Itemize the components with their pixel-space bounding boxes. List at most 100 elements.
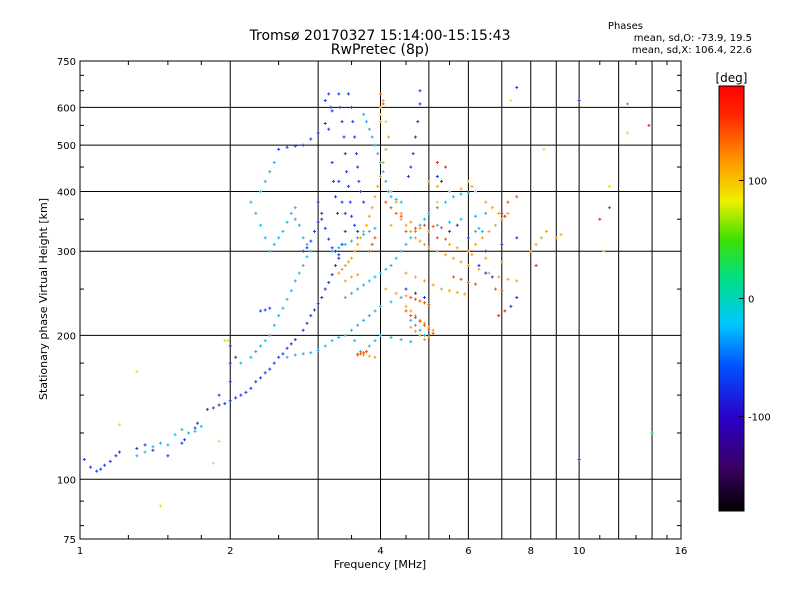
data-point [534, 264, 538, 268]
data-point [337, 253, 341, 257]
data-point [431, 331, 435, 335]
data-point [515, 279, 519, 283]
colorbar-tick-label: 0 [748, 295, 754, 306]
data-point [367, 249, 371, 253]
data-point [151, 448, 155, 452]
data-point [356, 229, 360, 233]
data-point [263, 308, 267, 312]
data-point [367, 127, 371, 131]
data-point [285, 355, 289, 359]
data-point [277, 147, 281, 151]
data-point [330, 160, 334, 164]
data-point [259, 309, 263, 313]
data-point [477, 264, 481, 268]
data-point [440, 226, 444, 230]
data-point [353, 339, 357, 343]
data-point [359, 236, 363, 240]
data-point [327, 281, 331, 285]
data-point [338, 105, 342, 109]
data-point [470, 253, 474, 257]
data-point [399, 296, 403, 300]
data-point [367, 214, 371, 218]
chart-grid [80, 61, 681, 539]
data-point [435, 249, 439, 253]
data-point [354, 152, 358, 156]
data-point [427, 229, 431, 233]
data-point [305, 242, 309, 246]
data-point [118, 450, 122, 454]
data-point [506, 277, 510, 281]
data-point [350, 291, 354, 295]
data-point [293, 338, 297, 342]
data-point [451, 275, 455, 279]
data-point [348, 200, 352, 204]
data-point [228, 361, 232, 365]
data-point [301, 328, 305, 332]
data-point [272, 361, 276, 365]
data-point [394, 211, 398, 215]
data-point [340, 242, 344, 246]
data-point [406, 174, 410, 178]
data-point [320, 211, 324, 215]
data-point [370, 135, 374, 139]
phases-mean-x: mean, sd,X: 106.4, 22.6 [631, 45, 752, 56]
data-point [365, 223, 369, 227]
data-point [373, 309, 377, 313]
x-tick-label: 16 [675, 546, 688, 557]
data-point [394, 200, 398, 204]
data-point [422, 301, 426, 305]
data-point [305, 321, 309, 325]
data-point [500, 211, 504, 215]
data-point [362, 112, 366, 116]
x-tick-label: 1 [77, 546, 83, 557]
data-point [337, 335, 341, 339]
data-point [477, 226, 481, 230]
data-point [373, 226, 377, 230]
data-point [413, 315, 417, 319]
colorbar: [deg] 100 0 -100 [716, 71, 771, 512]
x-tick-label: 4 [377, 546, 383, 557]
data-point [268, 306, 272, 310]
data-point [346, 260, 350, 264]
data-point [404, 242, 408, 246]
data-point [166, 454, 170, 458]
data-point [343, 211, 347, 215]
data-point [409, 296, 413, 300]
data-point [435, 174, 439, 178]
data-point [343, 264, 347, 268]
data-point [249, 200, 253, 204]
data-point [500, 217, 504, 221]
data-point [422, 223, 426, 227]
data-point [373, 195, 377, 199]
data-point [301, 264, 305, 268]
data-point [356, 236, 360, 240]
data-point [159, 504, 163, 508]
data-point [477, 267, 481, 271]
data-point [118, 423, 122, 427]
data-point [205, 407, 209, 411]
data-point [309, 314, 313, 318]
data-point [490, 275, 494, 279]
data-point [370, 242, 374, 246]
data-point [217, 393, 221, 397]
data-point [89, 465, 93, 469]
data-point [379, 92, 382, 96]
data-point [515, 86, 519, 90]
data-point [367, 229, 371, 233]
data-point [431, 283, 435, 287]
data-point [293, 144, 297, 148]
data-point [180, 428, 184, 432]
data-point [539, 236, 543, 240]
data-point [263, 371, 267, 375]
data-point [353, 223, 357, 227]
data-point [435, 160, 439, 164]
data-point [473, 242, 477, 246]
data-point [244, 390, 248, 394]
data-point [268, 249, 272, 253]
data-point [346, 92, 350, 96]
data-point [466, 191, 470, 195]
data-point [503, 309, 507, 313]
data-point [399, 214, 403, 218]
data-point [459, 260, 463, 264]
data-point [183, 438, 187, 442]
